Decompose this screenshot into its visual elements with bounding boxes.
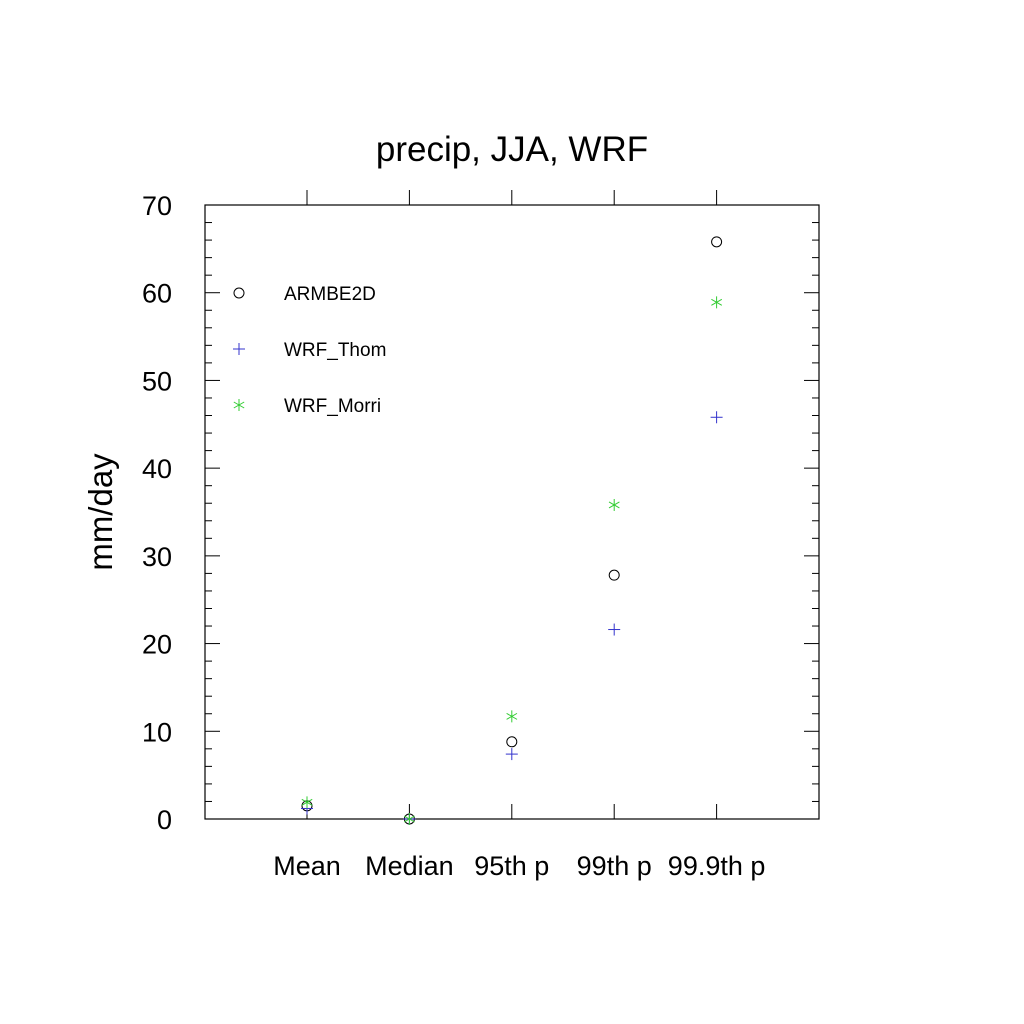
legend-label: ARMBE2D — [284, 284, 376, 305]
data-point-wrf-thom — [608, 623, 621, 636]
legend-marker — [233, 343, 245, 355]
data-point-wrf-morri — [403, 813, 415, 825]
chart-title: precip, JJA, WRF — [376, 130, 648, 169]
y-tick-label: 0 — [157, 805, 172, 835]
x-tick-label: 99th p — [577, 851, 652, 881]
data-point-wrf-thom — [505, 748, 518, 761]
x-tick-label: Mean — [273, 851, 341, 881]
y-tick-label: 40 — [142, 454, 172, 484]
legend-marker — [233, 399, 245, 411]
y-tick-label: 70 — [142, 191, 172, 221]
y-axis-label: mm/day — [82, 453, 119, 571]
x-tick-label: 95th p — [474, 851, 549, 881]
y-tick-label: 30 — [142, 542, 172, 572]
data-point-wrf-morri — [608, 498, 620, 511]
y-tick-label: 60 — [142, 279, 172, 309]
y-tick-label: 20 — [142, 630, 172, 660]
y-axis: 0 10 20 30 40 50 60 70 — [142, 191, 819, 835]
legend-label: WRF_Thom — [284, 340, 386, 361]
data-points — [301, 236, 723, 825]
data-point-wrf-thom — [710, 411, 723, 424]
y-tick-label: 50 — [142, 366, 172, 396]
data-point-armbe2d — [608, 569, 620, 581]
y-tick-label: 10 — [142, 717, 172, 747]
x-tick-label: Median — [365, 851, 454, 881]
x-tick-label: 99.9th p — [668, 851, 766, 881]
legend: ARMBE2D WRF_Thom WRF_Morri — [233, 284, 386, 417]
legend-label: WRF_Morri — [284, 396, 381, 417]
data-point-wrf-morri — [301, 796, 313, 809]
x-axis: Mean Median 95th p 99th p 99.9th p — [273, 190, 765, 881]
data-point-armbe2d — [711, 236, 723, 248]
data-point-armbe2d — [506, 736, 518, 748]
legend-marker — [233, 287, 245, 299]
data-point-wrf-morri — [711, 296, 723, 309]
data-point-wrf-morri — [506, 710, 518, 723]
